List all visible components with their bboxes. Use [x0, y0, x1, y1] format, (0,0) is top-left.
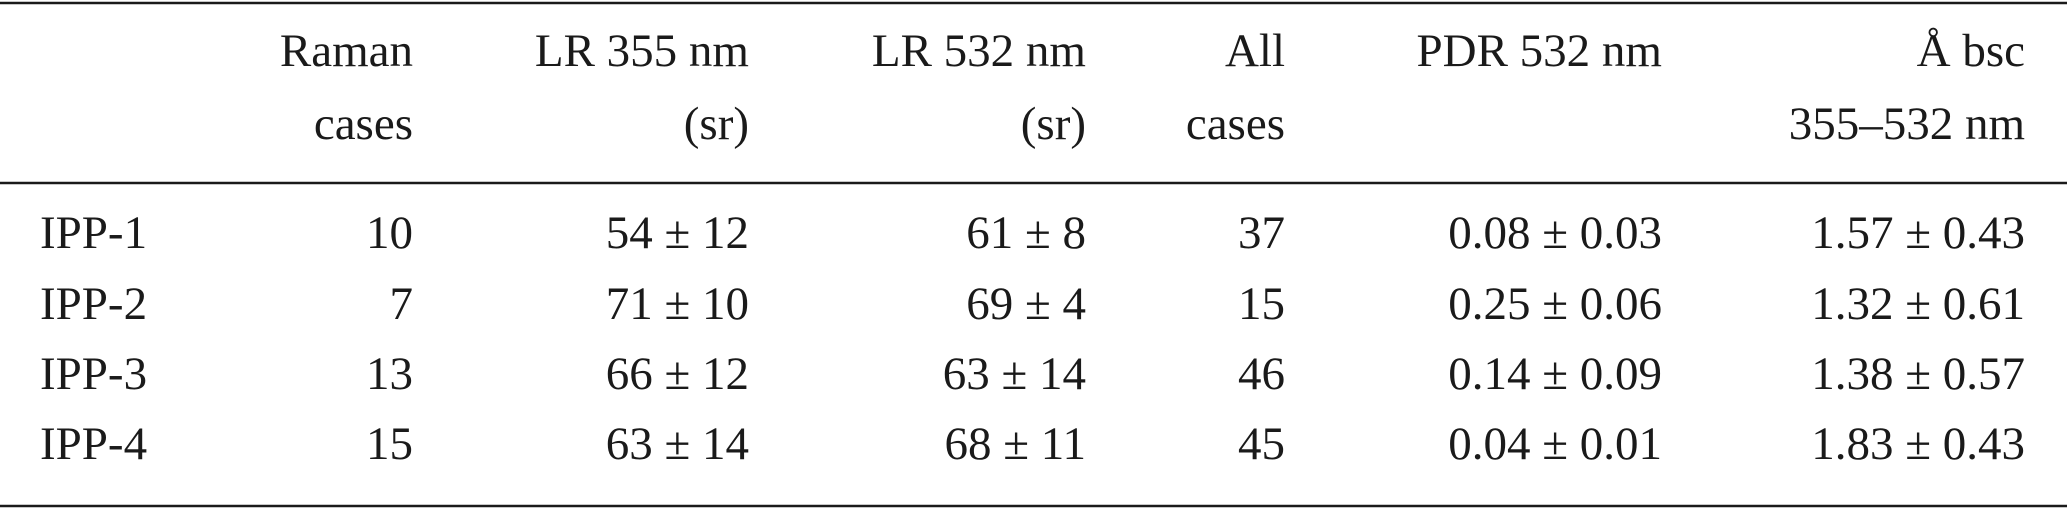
table-cell: 66 ± 12 — [606, 348, 749, 400]
table-cell: 0.14 ± 0.09 — [1448, 348, 1662, 400]
table-cell: 54 ± 12 — [606, 207, 749, 259]
row-label: IPP-3 — [40, 348, 147, 400]
header-cell: cases — [314, 98, 413, 150]
header-cell: LR 532 nm — [872, 25, 1086, 77]
table-cell: 0.25 ± 0.06 — [1448, 278, 1662, 330]
header-cell: Raman — [280, 25, 413, 77]
table-cell: 63 ± 14 — [943, 348, 1086, 400]
table-cell: 10 — [366, 207, 413, 259]
row-label: IPP-1 — [40, 207, 147, 259]
table-cell: 1.32 ± 0.61 — [1811, 278, 2025, 330]
header-cell: PDR 532 nm — [1417, 25, 1663, 77]
header-cell: Å bsc — [1917, 25, 2025, 77]
row-label: IPP-4 — [40, 418, 147, 470]
table-cell: 7 — [390, 278, 414, 330]
table-cell: 69 ± 4 — [966, 278, 1086, 330]
header-cell: (sr) — [1021, 98, 1086, 150]
table-cell: 61 ± 8 — [966, 207, 1086, 259]
header-cell: (sr) — [684, 98, 749, 150]
table-cell: 45 — [1238, 418, 1285, 470]
table-cell: 0.08 ± 0.03 — [1448, 207, 1662, 259]
table-cell: 1.57 ± 0.43 — [1811, 207, 2025, 259]
table-cell: 46 — [1238, 348, 1285, 400]
header-cell: LR 355 nm — [535, 25, 749, 77]
header-cell: All — [1225, 25, 1285, 77]
row-label: IPP-2 — [40, 278, 147, 330]
table-cell: 1.83 ± 0.43 — [1811, 418, 2025, 470]
table-cell: 71 ± 10 — [606, 278, 749, 330]
table-cell: 15 — [1238, 278, 1285, 330]
table-cell: 0.04 ± 0.01 — [1448, 418, 1662, 470]
table-cell: 37 — [1238, 207, 1285, 259]
table-cell: 63 ± 14 — [606, 418, 749, 470]
header-cell: 355–532 nm — [1789, 98, 2025, 150]
table-cell: 13 — [366, 348, 413, 400]
table-cell: 68 ± 11 — [944, 418, 1086, 470]
header-cell: cases — [1186, 98, 1285, 150]
table-cell: 1.38 ± 0.57 — [1811, 348, 2025, 400]
table-cell: 15 — [366, 418, 413, 470]
